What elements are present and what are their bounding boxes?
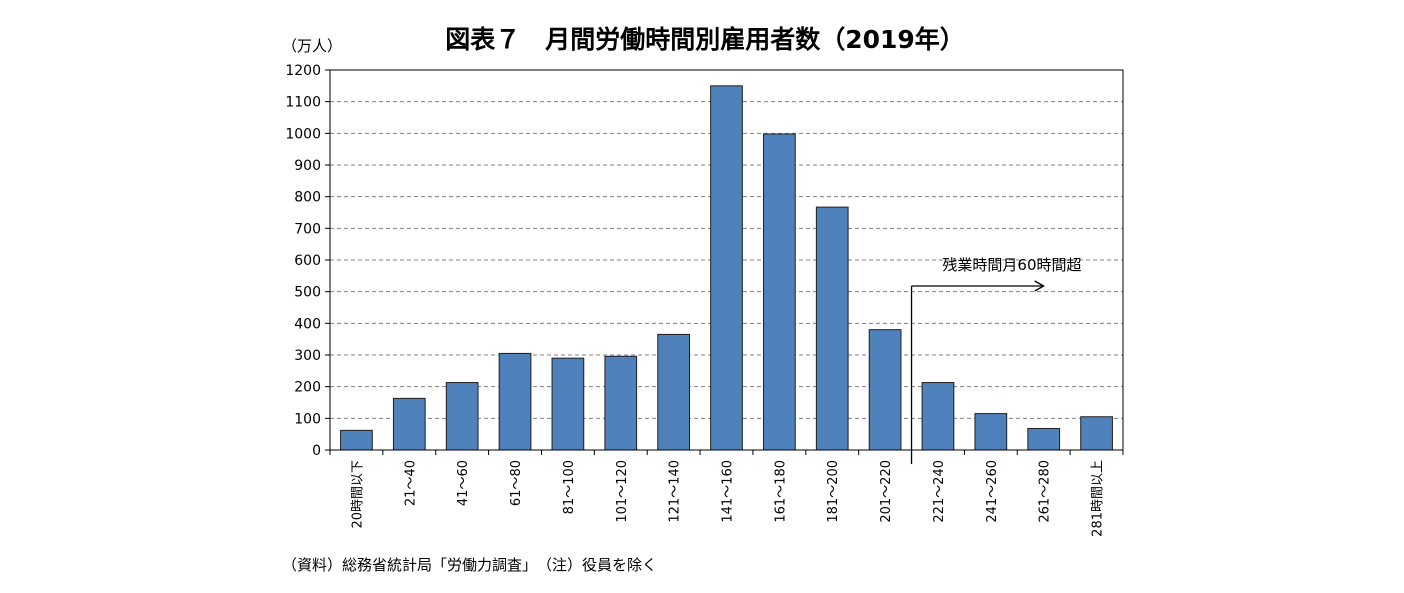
x-tick-label: 281時間以上: [1091, 460, 1106, 537]
y-tick-label: 1000: [285, 126, 321, 142]
bar: [445, 382, 479, 451]
x-tick-label: 181～200: [826, 460, 841, 523]
y-tick-label: 200: [294, 380, 321, 396]
x-tick-label: 21～40: [403, 460, 418, 506]
y-tick-label: 400: [294, 316, 321, 332]
overtime-annotation: 残業時間月60時間超: [910, 256, 1082, 464]
y-tick-label: 800: [294, 190, 321, 206]
x-tick-label: 41～60: [456, 460, 471, 506]
x-tick-label: 121～140: [668, 460, 683, 523]
y-axis-unit: （万人）: [282, 37, 342, 55]
y-tick-label: 600: [294, 253, 321, 269]
x-axis-ticks: 20時間以下 21～40 41～60 61～80 81～100 101～120 121～14…: [329, 450, 1124, 537]
y-tick-label: 900: [294, 158, 321, 174]
source-note: （資料）総務省統計局「労働力調査」 （注）役員を除く: [282, 556, 657, 574]
y-tick-label: 500: [294, 285, 321, 301]
y-axis-ticks: 0 100 200 300 400 500 600 700 800 900 1000 1100 1200: [285, 63, 330, 459]
y-tick-label: 1100: [285, 95, 321, 111]
bar: [1080, 416, 1113, 451]
x-tick-label: 161～180: [773, 460, 788, 523]
bar: [657, 333, 690, 451]
bar: [340, 429, 373, 451]
bar: [604, 355, 638, 451]
x-tick-label: 241～260: [985, 460, 1000, 523]
x-tick-label: 20時間以下: [350, 460, 365, 529]
x-tick-label: 81～100: [562, 460, 577, 514]
y-tick-label: 100: [294, 411, 321, 427]
bars: [340, 85, 1113, 451]
bar: [921, 382, 955, 451]
bar: [710, 85, 743, 451]
annotation-label: 残業時間月60時間超: [942, 256, 1081, 274]
bar: [551, 357, 585, 451]
bar: [1027, 427, 1061, 451]
x-tick-label: 101～120: [615, 460, 630, 523]
y-tick-label: 700: [294, 221, 321, 237]
y-tick-label: 300: [294, 348, 321, 364]
x-tick-label: 221～240: [932, 460, 947, 523]
bar: [868, 329, 902, 451]
y-tick-label: 0: [312, 443, 321, 459]
x-tick-label: 261～280: [1038, 460, 1053, 523]
bar: [815, 206, 849, 451]
bar: [974, 413, 1008, 451]
x-tick-label: 141～160: [721, 460, 736, 523]
x-tick-label: 61～80: [509, 460, 524, 506]
bar: [392, 397, 426, 451]
arrow-head-icon: [1034, 280, 1046, 292]
x-tick-label: 201～220: [879, 460, 894, 523]
bar: [498, 352, 532, 451]
y-tick-label: 1200: [285, 63, 321, 79]
bar: [763, 133, 796, 451]
chart-title: 図表７ 月間労働時間別雇用者数（2019年）: [445, 25, 965, 54]
